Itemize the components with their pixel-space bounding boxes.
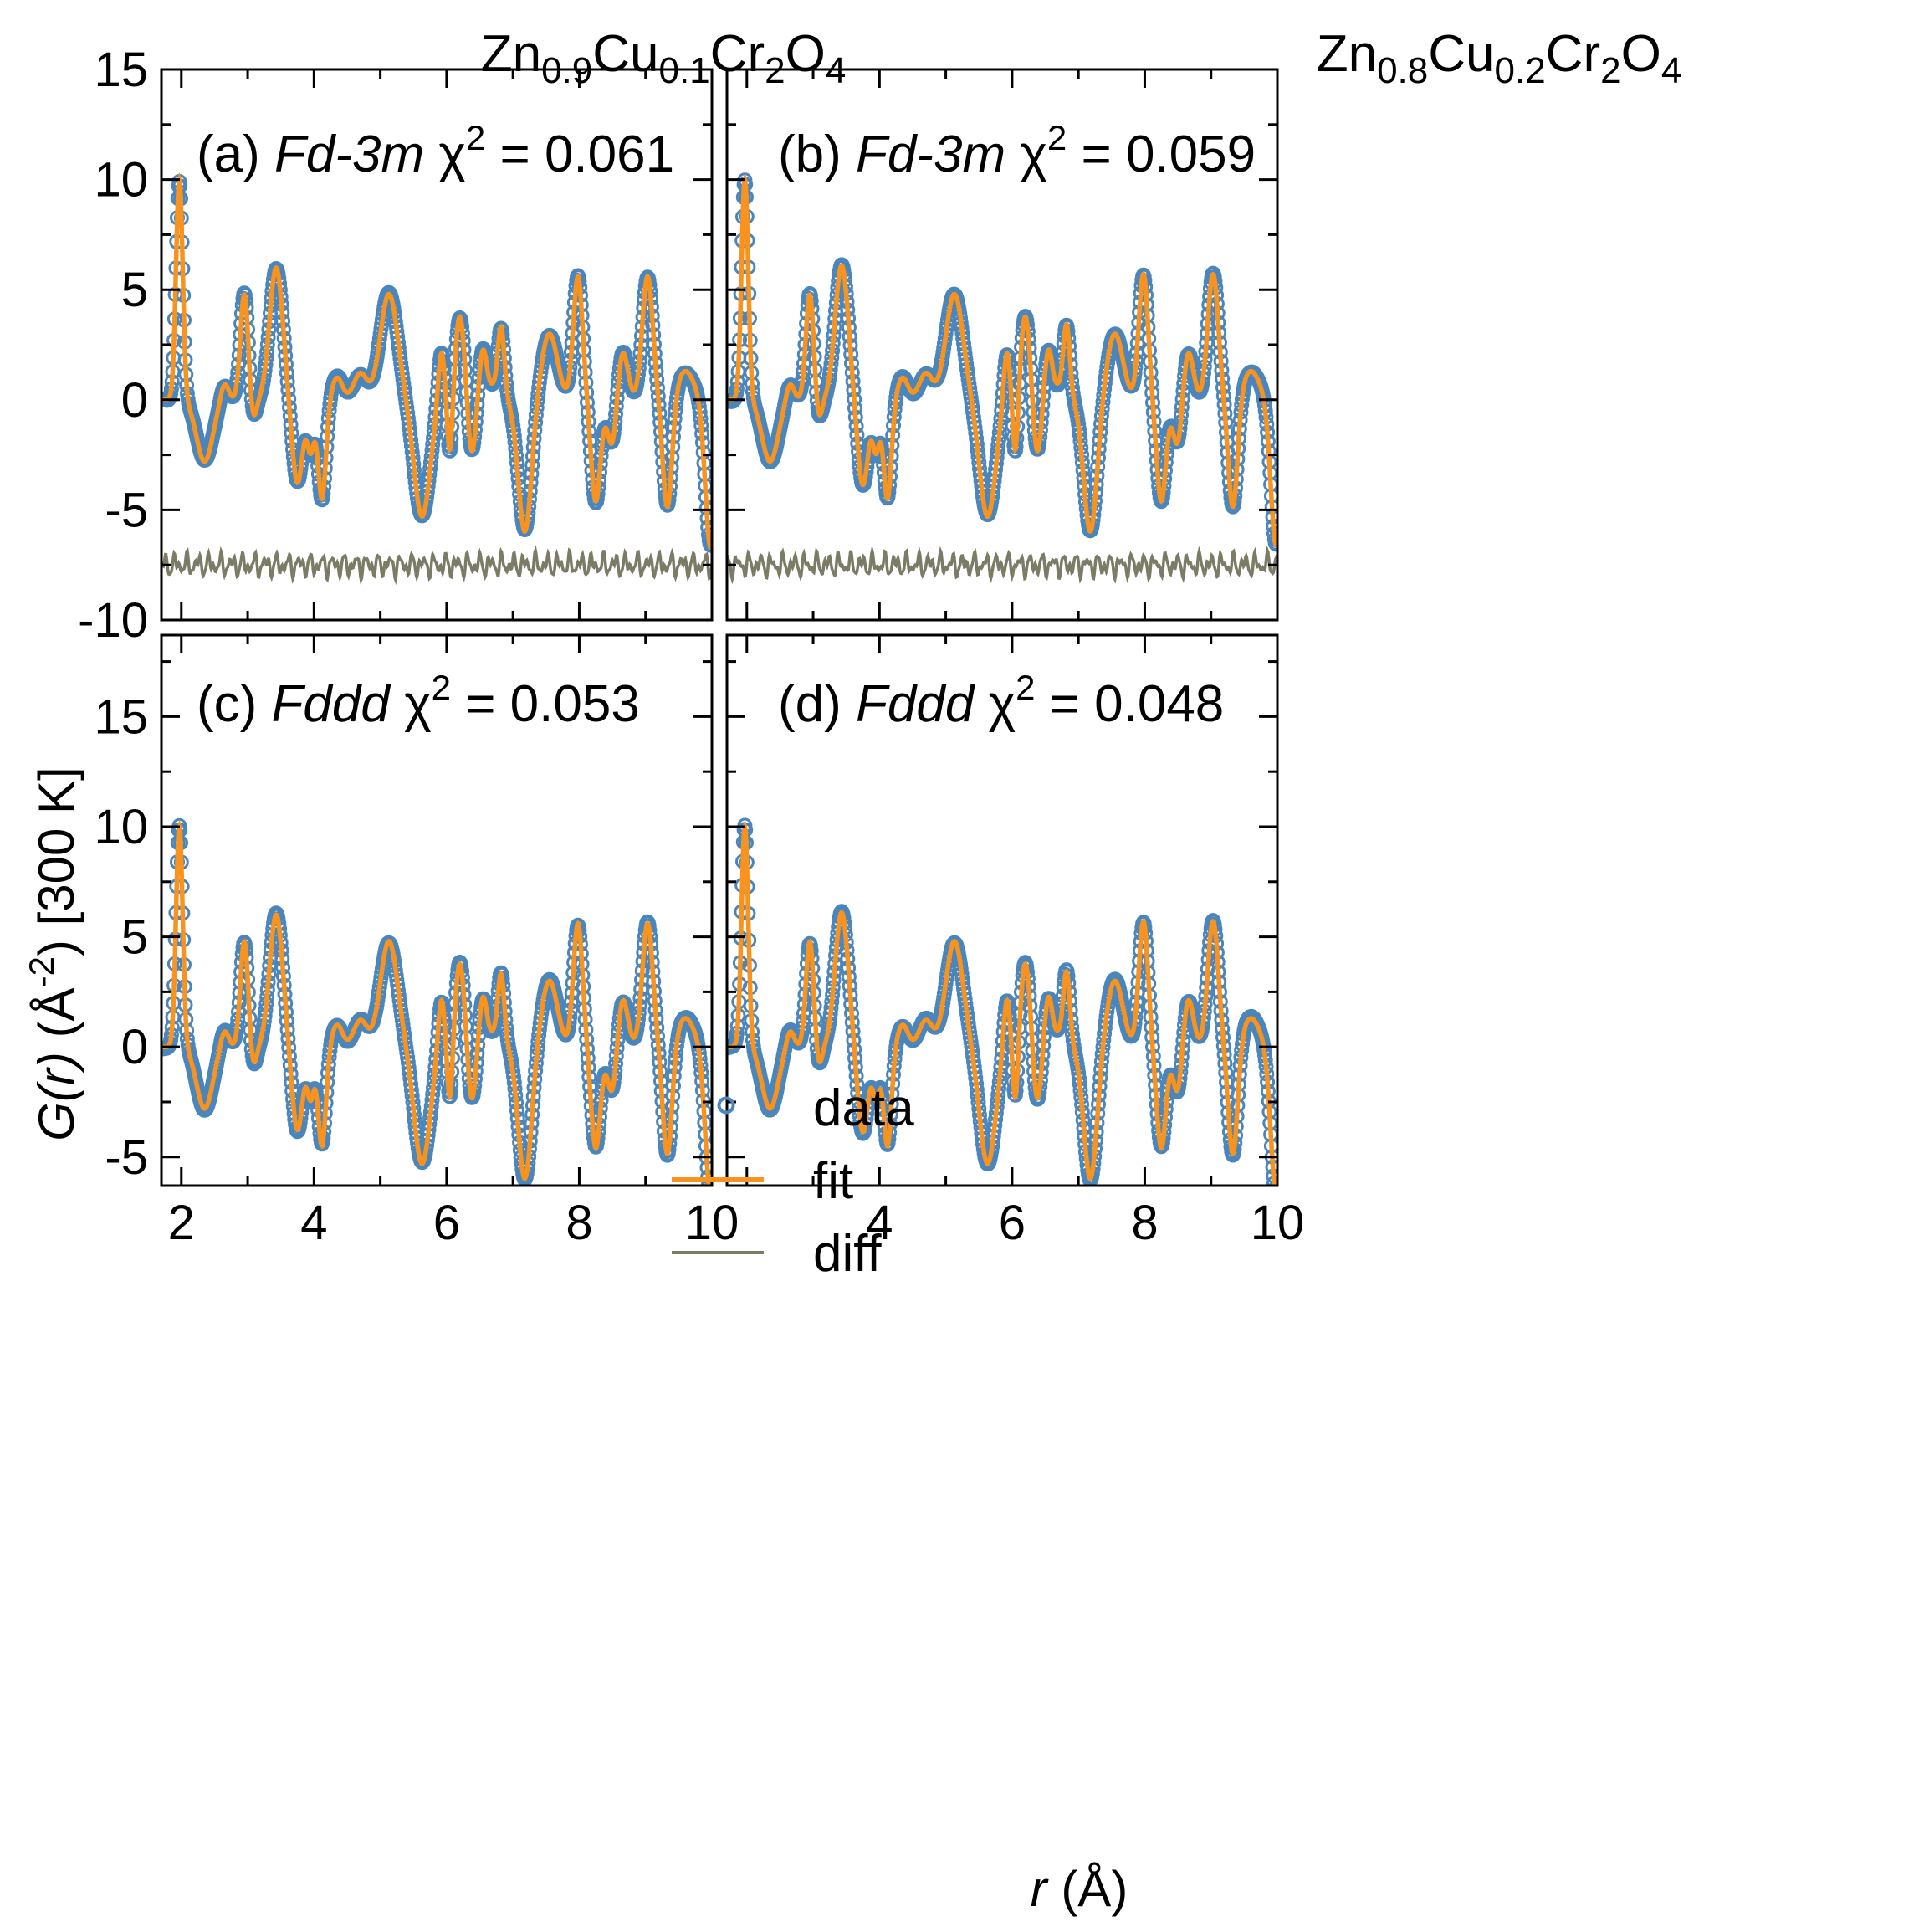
- y-tick-label: 5: [121, 263, 148, 317]
- data-point: [704, 533, 712, 549]
- panel-annotation-c: (c) Fddd χ2 = 0.053: [197, 668, 640, 733]
- panels: -10 -5 0 5 10 15 (a) Fd-3m χ2 = 0.061 (b) Fd-3m…: [78, 43, 1304, 1250]
- diff-line-b: [727, 545, 1277, 585]
- y-tick-label: 5: [121, 910, 148, 965]
- title-subscript: 2: [1600, 50, 1620, 91]
- x-tick-label: 4: [300, 1196, 327, 1250]
- y-tick-label: 0: [121, 1020, 148, 1074]
- legend-diff-label: diff: [813, 1225, 882, 1283]
- title-subscript: 0.2: [1495, 50, 1546, 91]
- y-tick-label: -10: [78, 593, 148, 648]
- panel-c: -5 0 5 10 15 2 4 6 8 10 (c) Fddd χ2 = 0.053: [94, 633, 739, 1250]
- title-symbol: Cr: [1546, 25, 1600, 83]
- panel-a: -10 -5 0 5 10 15 (a) Fd-3m χ2 = 0.061: [78, 43, 714, 648]
- title-symbol: Cu: [1428, 25, 1494, 83]
- title-symbol: O: [1621, 25, 1661, 83]
- x-tick-label: 8: [565, 1196, 592, 1250]
- x-tick-label: 6: [433, 1196, 460, 1250]
- plot-area-b: [727, 172, 1277, 585]
- title-symbol: Cr: [710, 25, 765, 83]
- fit-line-a: [161, 172, 712, 551]
- y-tick-label: 15: [94, 689, 148, 744]
- x-tick-label: 2: [168, 1196, 195, 1250]
- title-symbol: Zn: [1317, 25, 1377, 83]
- panel-d: 4 6 8 10 (d) Fddd χ2 = 0.048: [725, 633, 1305, 1250]
- title-symbol: Cu: [592, 25, 658, 83]
- legend: data fit diff: [672, 1079, 914, 1283]
- data-point: [1270, 532, 1277, 548]
- panel-annotation-b: (b) Fd-3m χ2 = 0.059: [778, 118, 1256, 183]
- x-axis-label: r (Å): [1031, 1861, 1128, 1917]
- legend-data-marker: [717, 1096, 735, 1115]
- x-tick-label: 6: [999, 1196, 1026, 1250]
- title-subscript: 4: [1661, 50, 1681, 91]
- y-tick-label: -5: [105, 1130, 148, 1185]
- title-symbol: Zn: [481, 25, 541, 83]
- x-tick-label: 10: [685, 1196, 739, 1250]
- panel-annotation-d: (d) Fddd χ2 = 0.048: [778, 668, 1224, 733]
- diff-line-a: [161, 545, 712, 586]
- y-tick-label: 15: [94, 43, 148, 97]
- column-title-right: Zn0.8​Cu0.2​Cr2​O4​: [1317, 25, 1682, 91]
- plot-area-a: [161, 172, 712, 586]
- plot-area-d: [727, 817, 1277, 1186]
- fit-line-c: [161, 819, 712, 1186]
- panel-frame-c: [160, 633, 714, 1187]
- y-tick-label: -5: [105, 483, 148, 537]
- y-tick-label: 10: [94, 153, 148, 208]
- title-symbol: O: [785, 25, 826, 83]
- x-tick-label: 8: [1131, 1196, 1158, 1250]
- y-axis-label: G(r) (Å-2) [300 K]: [22, 766, 84, 1140]
- fit-line-b: [727, 172, 1277, 548]
- y-tick-label: 0: [121, 373, 148, 428]
- plot-area-c: [161, 817, 712, 1186]
- y-tick-label: 10: [94, 800, 148, 854]
- panel-annotation-a: (a) Fd-3m χ2 = 0.061: [197, 118, 674, 183]
- panel-frame-d: [725, 633, 1279, 1187]
- title-subscript: 0.8: [1377, 50, 1428, 91]
- fit-line-d: [727, 819, 1277, 1186]
- x-tick-label: 4: [866, 1196, 893, 1250]
- legend-data-label: data: [813, 1079, 914, 1137]
- legend-fit-label: fit: [813, 1152, 853, 1210]
- column-title-left: Zn0.9​Cu0.1​Cr2​O4​: [481, 25, 847, 91]
- panel-b: (b) Fd-3m χ2 = 0.059: [725, 68, 1279, 622]
- x-tick-label: 10: [1251, 1196, 1305, 1250]
